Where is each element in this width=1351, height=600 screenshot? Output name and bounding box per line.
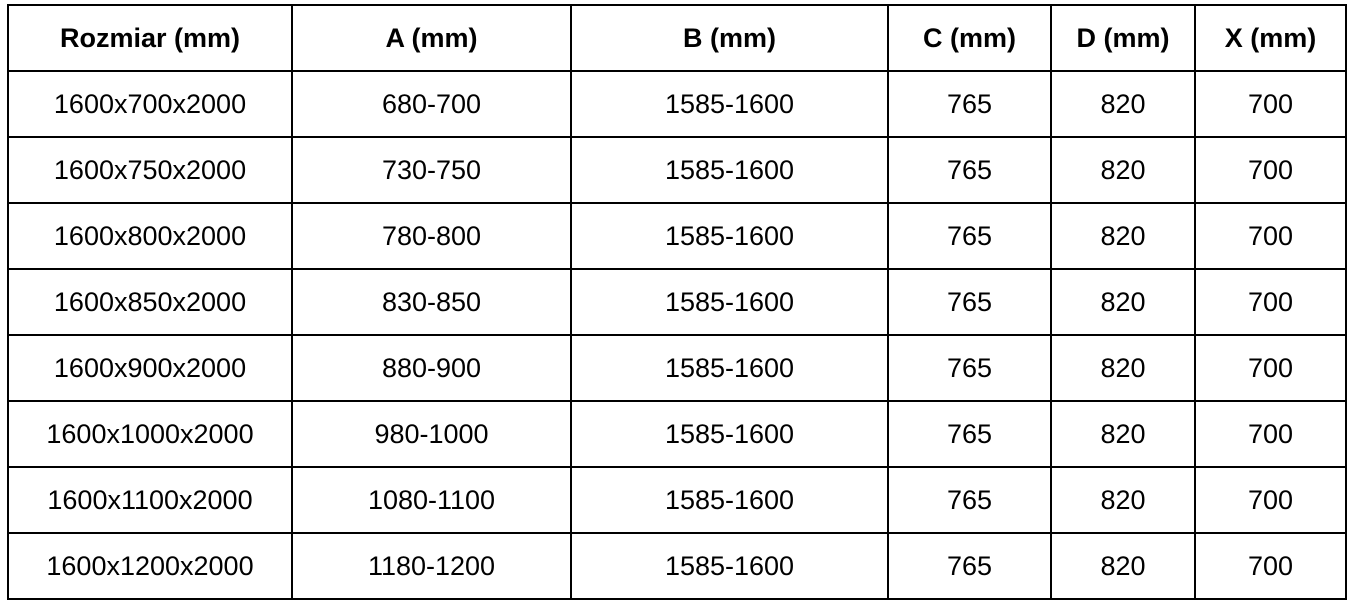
cell-x: 700	[1194, 268, 1347, 336]
cell-c: 765	[887, 334, 1052, 402]
size-spec-table: Rozmiar (mm) A (mm) B (mm) C (mm) D (mm)…	[7, 4, 1347, 600]
cell-c: 765	[887, 268, 1052, 336]
cell-d: 820	[1050, 268, 1196, 336]
cell-a: 980-1000	[291, 400, 572, 468]
table-row: 1600x850x2000 830-850 1585-1600 765 820 …	[7, 268, 1347, 336]
cell-d: 820	[1050, 136, 1196, 204]
cell-a: 730-750	[291, 136, 572, 204]
cell-d: 820	[1050, 202, 1196, 270]
cell-x: 700	[1194, 466, 1347, 534]
cell-b: 1585-1600	[570, 268, 889, 336]
cell-c: 765	[887, 202, 1052, 270]
cell-x: 700	[1194, 70, 1347, 138]
column-header-c: C (mm)	[887, 4, 1052, 72]
cell-d: 820	[1050, 400, 1196, 468]
cell-d: 820	[1050, 70, 1196, 138]
cell-c: 765	[887, 70, 1052, 138]
cell-c: 765	[887, 400, 1052, 468]
cell-b: 1585-1600	[570, 532, 889, 600]
cell-rozmiar: 1600x1000x2000	[7, 400, 293, 468]
table-row: 1600x900x2000 880-900 1585-1600 765 820 …	[7, 334, 1347, 402]
cell-a: 1180-1200	[291, 532, 572, 600]
cell-d: 820	[1050, 532, 1196, 600]
cell-c: 765	[887, 136, 1052, 204]
cell-x: 700	[1194, 334, 1347, 402]
cell-b: 1585-1600	[570, 202, 889, 270]
cell-a: 680-700	[291, 70, 572, 138]
cell-b: 1585-1600	[570, 70, 889, 138]
table-header-row: Rozmiar (mm) A (mm) B (mm) C (mm) D (mm)…	[7, 4, 1347, 72]
column-header-x: X (mm)	[1194, 4, 1347, 72]
cell-b: 1585-1600	[570, 334, 889, 402]
cell-rozmiar: 1600x750x2000	[7, 136, 293, 204]
column-header-b: B (mm)	[570, 4, 889, 72]
cell-rozmiar: 1600x1100x2000	[7, 466, 293, 534]
cell-b: 1585-1600	[570, 466, 889, 534]
cell-a: 780-800	[291, 202, 572, 270]
cell-x: 700	[1194, 136, 1347, 204]
cell-b: 1585-1600	[570, 400, 889, 468]
cell-rozmiar: 1600x850x2000	[7, 268, 293, 336]
cell-x: 700	[1194, 400, 1347, 468]
cell-a: 880-900	[291, 334, 572, 402]
cell-b: 1585-1600	[570, 136, 889, 204]
column-header-rozmiar: Rozmiar (mm)	[7, 4, 293, 72]
cell-x: 700	[1194, 202, 1347, 270]
cell-rozmiar: 1600x800x2000	[7, 202, 293, 270]
column-header-d: D (mm)	[1050, 4, 1196, 72]
cell-c: 765	[887, 466, 1052, 534]
cell-rozmiar: 1600x900x2000	[7, 334, 293, 402]
table-row: 1600x700x2000 680-700 1585-1600 765 820 …	[7, 70, 1347, 138]
cell-a: 1080-1100	[291, 466, 572, 534]
cell-c: 765	[887, 532, 1052, 600]
column-header-a: A (mm)	[291, 4, 572, 72]
table-row: 1600x1200x2000 1180-1200 1585-1600 765 8…	[7, 532, 1347, 600]
page: Rozmiar (mm) A (mm) B (mm) C (mm) D (mm)…	[7, 4, 1347, 600]
cell-d: 820	[1050, 334, 1196, 402]
table-row: 1600x750x2000 730-750 1585-1600 765 820 …	[7, 136, 1347, 204]
cell-x: 700	[1194, 532, 1347, 600]
cell-a: 830-850	[291, 268, 572, 336]
cell-d: 820	[1050, 466, 1196, 534]
table-row: 1600x1000x2000 980-1000 1585-1600 765 82…	[7, 400, 1347, 468]
table-row: 1600x800x2000 780-800 1585-1600 765 820 …	[7, 202, 1347, 270]
table-row: 1600x1100x2000 1080-1100 1585-1600 765 8…	[7, 466, 1347, 534]
cell-rozmiar: 1600x1200x2000	[7, 532, 293, 600]
cell-rozmiar: 1600x700x2000	[7, 70, 293, 138]
